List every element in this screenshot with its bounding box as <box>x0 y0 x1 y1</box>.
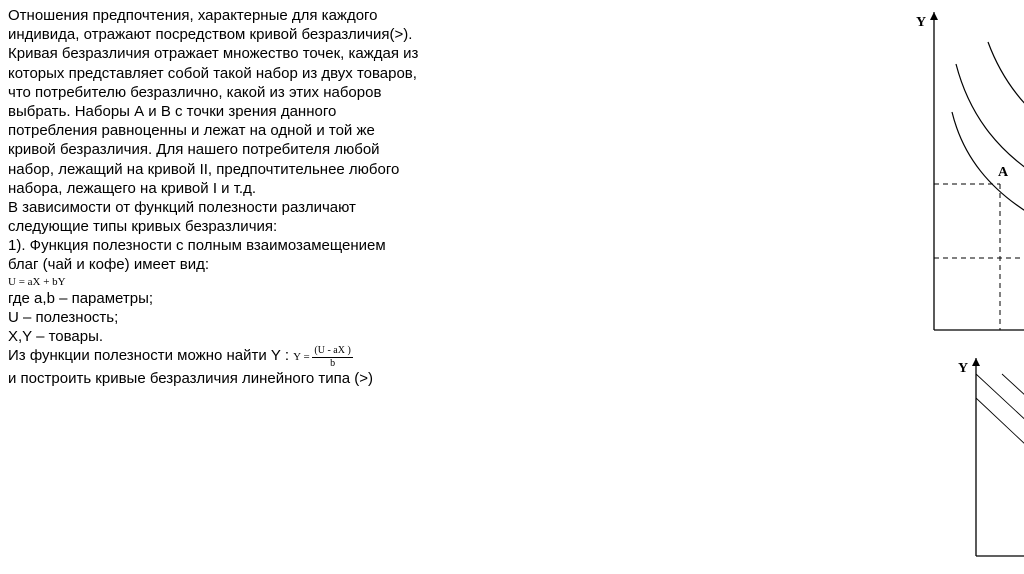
para-5: где a,b – параметры; <box>8 289 420 308</box>
para-2: Кривая безразличия отражает множество то… <box>8 44 420 198</box>
para-9: и построить кривые безразличия линейного… <box>8 369 420 388</box>
para-4: 1). Функция полезности с полным взаимоза… <box>8 236 420 274</box>
svg-text:A: A <box>998 165 1009 180</box>
para-1: Отношения предпочтения, характерные для … <box>8 6 420 44</box>
charts-column: IIIIIIABCXY XY <box>430 0 1024 574</box>
formula-1: U = aX + bY <box>8 275 420 289</box>
indifference-curves-chart: IIIIIIABCXY <box>872 4 1024 350</box>
para-8: Из функции полезности можно найти Y : Y … <box>8 346 420 369</box>
svg-text:Y: Y <box>916 15 926 30</box>
svg-text:Y: Y <box>958 361 968 376</box>
linear-curves-chart: XY <box>942 352 1024 572</box>
para-3: В зависимости от функций полезности разл… <box>8 198 420 236</box>
para-7: X,Y – товары. <box>8 327 420 346</box>
text-column: Отношения предпочтения, характерные для … <box>0 0 430 574</box>
para-6: U – полезность; <box>8 308 420 327</box>
